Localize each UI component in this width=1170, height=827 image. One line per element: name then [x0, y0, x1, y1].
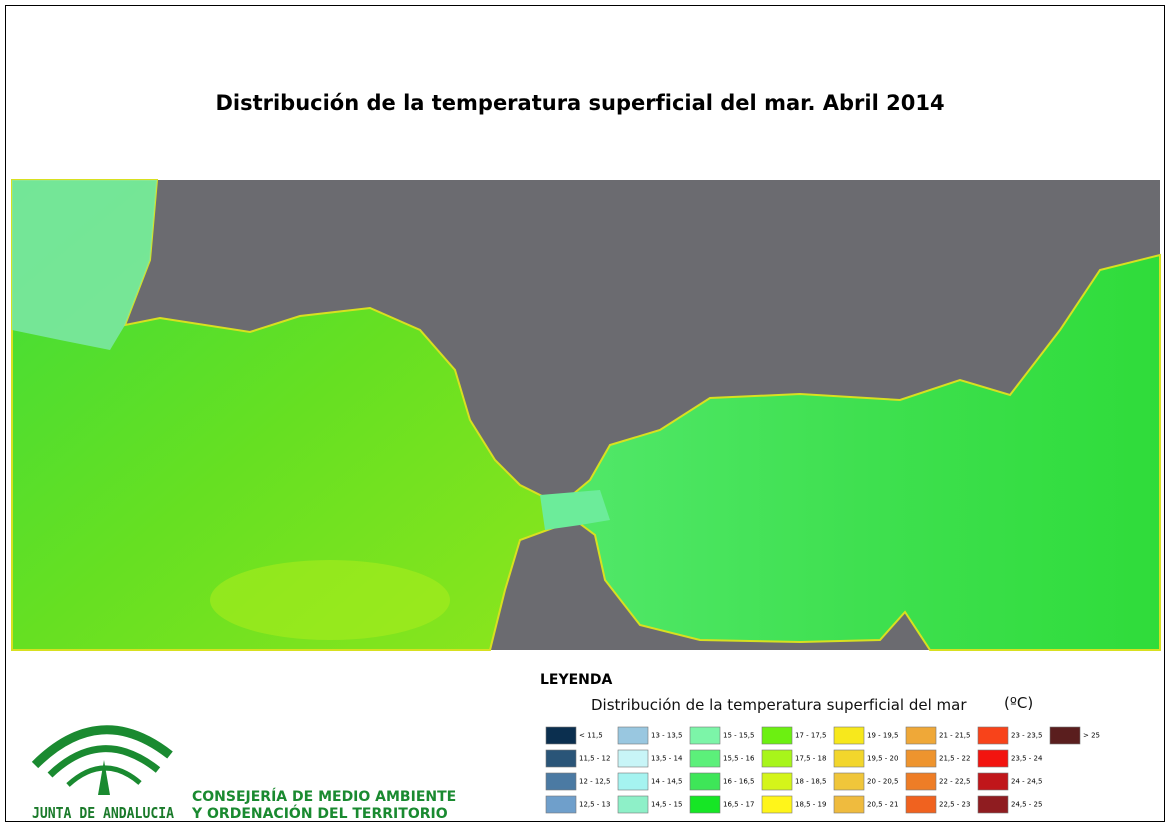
legend-label: 24,5 - 25	[1011, 801, 1042, 809]
legend-label: 11,5 - 12	[579, 755, 610, 763]
legend-label: 22 - 22,5	[939, 778, 970, 786]
legend-subtitle: Distribución de la temperatura superfici…	[591, 696, 967, 714]
legend-swatch	[545, 726, 577, 745]
legend-label: 16,5 - 17	[723, 801, 754, 809]
legend-swatch	[761, 726, 793, 745]
legend: LEYENDA Distribución de la temperatura s…	[540, 672, 1100, 814]
legend-label: 21 - 21,5	[939, 732, 970, 740]
legend-swatch	[545, 749, 577, 768]
legend-swatch	[905, 749, 937, 768]
legend-swatch	[977, 726, 1009, 745]
logo-arc	[47, 745, 161, 778]
legend-label: 20,5 - 21	[867, 801, 898, 809]
legend-swatch	[689, 772, 721, 791]
legend-label: 17 - 17,5	[795, 732, 826, 740]
legend-label: 23 - 23,5	[1011, 732, 1042, 740]
logo-arc	[31, 725, 173, 769]
legend-label: < 11,5	[579, 732, 603, 740]
logo-name: JUNTA DE ANDALUCIA	[32, 804, 174, 822]
department-line: Y ORDENACIÓN DEL TERRITORIO	[191, 804, 448, 822]
warm-patch	[210, 560, 450, 640]
mediterranean-water	[558, 253, 1161, 651]
legend-swatch	[617, 749, 649, 768]
legend-swatch	[905, 795, 937, 814]
legend-label: 17,5 - 18	[795, 755, 826, 763]
atlantic-water	[11, 179, 577, 651]
legend-label: 16 - 16,5	[723, 778, 754, 786]
logo-column	[98, 760, 110, 795]
legend-label: 19 - 19,5	[867, 732, 898, 740]
legend-swatch	[905, 772, 937, 791]
legend-swatch	[761, 772, 793, 791]
strait-water	[540, 490, 610, 530]
legend-swatch	[977, 749, 1009, 768]
legend-swatch	[833, 726, 865, 745]
legend-label: 14,5 - 15	[651, 801, 682, 809]
legend-swatch	[689, 795, 721, 814]
frame	[5, 5, 1165, 822]
legend-swatch	[905, 726, 937, 745]
legend-label: 13,5 - 14	[651, 755, 683, 763]
legend-swatch	[545, 772, 577, 791]
legend-label: 24 - 24,5	[1011, 778, 1042, 786]
legend-swatch	[689, 726, 721, 745]
legend-swatch	[833, 749, 865, 768]
legend-swatch	[689, 749, 721, 768]
legend-label: 13 - 13,5	[651, 732, 682, 740]
legend-label: 21,5 - 22	[939, 755, 970, 763]
legend-label: 22,5 - 23	[939, 801, 970, 809]
map	[11, 179, 1161, 651]
legend-swatch	[761, 749, 793, 768]
atlantic-cold-patch	[12, 180, 157, 350]
legend-label: 18,5 - 19	[795, 801, 826, 809]
logo: JUNTA DE ANDALUCIA CONSEJERÍA DE MEDIO A…	[31, 725, 456, 822]
legend-swatch	[833, 795, 865, 814]
legend-swatch	[977, 772, 1009, 791]
legend-label: 23,5 - 24	[1011, 755, 1043, 763]
legend-swatch	[761, 795, 793, 814]
legend-swatch	[1049, 726, 1081, 745]
legend-label: 12,5 - 13	[579, 801, 610, 809]
legend-label: 15,5 - 16	[723, 755, 755, 763]
legend-label: 18 - 18,5	[795, 778, 826, 786]
legend-swatch	[545, 795, 577, 814]
legend-swatch	[617, 772, 649, 791]
legend-swatch	[833, 772, 865, 791]
legend-label: 12 - 12,5	[579, 778, 610, 786]
legend-swatch	[617, 795, 649, 814]
legend-label: > 25	[1083, 732, 1100, 740]
legend-label: 19,5 - 20	[867, 755, 898, 763]
legend-swatch	[977, 795, 1009, 814]
department-line: CONSEJERÍA DE MEDIO AMBIENTE	[192, 788, 456, 805]
legend-label: 20 - 20,5	[867, 778, 898, 786]
map-title: Distribución de la temperatura superfici…	[215, 91, 944, 115]
legend-unit: (ºC)	[1004, 694, 1033, 712]
legend-heading: LEYENDA	[540, 672, 613, 688]
legend-label: 15 - 15,5	[723, 732, 754, 740]
legend-label: 14 - 14,5	[651, 778, 682, 786]
legend-swatch	[617, 726, 649, 745]
